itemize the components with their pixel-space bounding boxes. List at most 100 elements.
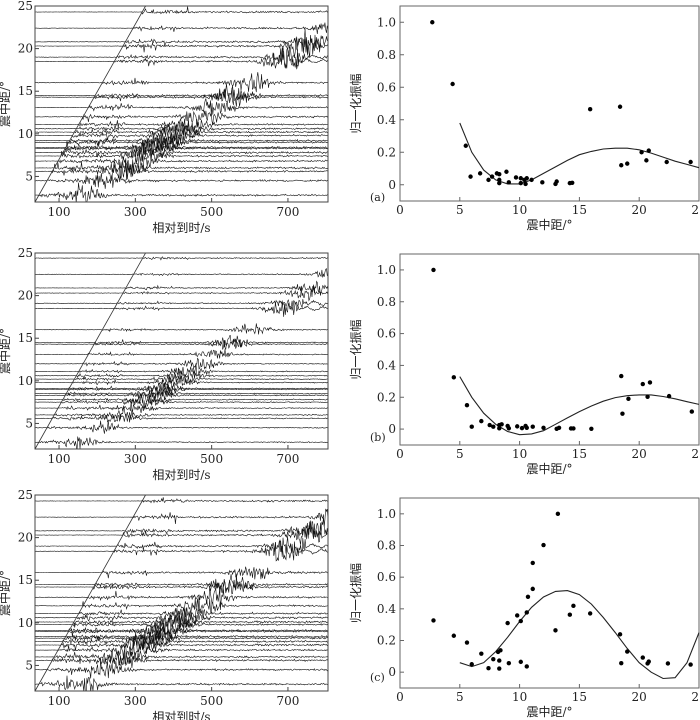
data-point xyxy=(626,396,631,402)
waveform-trace xyxy=(35,158,328,181)
data-point xyxy=(479,651,484,656)
waveform-trace xyxy=(35,573,328,594)
waveform-trace xyxy=(35,126,328,148)
data-point xyxy=(617,632,623,637)
waveform-trace xyxy=(35,607,328,625)
waveform-trace xyxy=(35,540,328,562)
data-point xyxy=(464,640,470,645)
data-point xyxy=(497,180,502,186)
waveform-trace xyxy=(35,280,328,296)
waveform-trace xyxy=(35,594,328,615)
data-point xyxy=(491,424,496,429)
waveform-trace xyxy=(35,28,328,58)
x-tick-label: 0 xyxy=(396,203,404,217)
waveform-trace xyxy=(35,121,328,136)
y-tick-label: 10 xyxy=(18,127,33,141)
y-tick-label: 15 xyxy=(18,84,33,98)
data-point xyxy=(431,618,436,623)
data-point xyxy=(464,403,470,408)
waveform-trace xyxy=(35,640,328,660)
x-tick-label: 700 xyxy=(276,694,299,708)
data-point xyxy=(647,380,653,385)
x-tick-label: 5 xyxy=(456,690,464,704)
data-point xyxy=(469,424,474,429)
waveform-trace xyxy=(35,268,328,278)
record-section-a xyxy=(34,5,329,203)
data-point xyxy=(506,426,512,431)
data-point xyxy=(619,660,624,666)
data-point xyxy=(688,662,693,667)
data-point xyxy=(620,411,625,416)
caption-c: (c) xyxy=(370,671,385,684)
waveform-trace xyxy=(35,586,328,611)
data-point xyxy=(589,426,594,431)
y-tick-label: 10 xyxy=(18,616,33,630)
data-point xyxy=(553,628,558,633)
waveform-trace xyxy=(35,363,328,377)
x-tick-label: 10 xyxy=(512,203,527,217)
waveform-trace xyxy=(35,143,328,162)
waveform-trace xyxy=(35,637,328,653)
y-axis-label: 归一化振幅 xyxy=(348,563,363,623)
data-point xyxy=(646,148,651,153)
data-point xyxy=(469,662,474,667)
waveform-trace xyxy=(35,22,328,35)
p-arrival-line xyxy=(34,494,146,692)
x-tick-label: 20 xyxy=(632,203,647,217)
data-point xyxy=(497,426,502,431)
y-tick-label: 0.6 xyxy=(377,80,396,94)
waveform-trace xyxy=(35,117,328,134)
data-point xyxy=(644,158,649,163)
waveform-trace xyxy=(35,161,328,181)
data-point xyxy=(541,425,546,431)
data-point xyxy=(646,659,651,664)
caption-b: (b) xyxy=(370,431,386,444)
waveform-trace xyxy=(35,389,328,402)
waveform-trace xyxy=(35,648,328,669)
data-point xyxy=(479,418,484,424)
x-tick-label: 100 xyxy=(48,694,71,708)
data-point xyxy=(571,426,576,431)
x-tick-label: 25 xyxy=(691,203,700,217)
data-point xyxy=(530,424,535,429)
waveform-trace xyxy=(35,376,328,389)
y-axis-label: 震中距/° xyxy=(0,81,12,127)
data-point xyxy=(477,171,483,176)
data-point xyxy=(450,81,455,87)
x-tick-label: 5 xyxy=(456,203,464,217)
y-tick-label: 15 xyxy=(18,573,33,587)
plot-frame xyxy=(34,494,329,692)
waveform-trace xyxy=(35,521,328,545)
y-tick-label: 5 xyxy=(25,169,33,183)
y-tick-label: 25 xyxy=(18,0,33,13)
data-point xyxy=(506,180,512,185)
data-point xyxy=(556,425,562,431)
x-tick-label: 300 xyxy=(124,694,147,708)
y-tick-label: 0.2 xyxy=(377,390,396,404)
scatter-plot-a xyxy=(399,5,700,202)
data-point xyxy=(486,666,491,671)
y-tick-label: 0.4 xyxy=(377,113,396,127)
data-point xyxy=(524,610,529,615)
caption-a: (a) xyxy=(370,191,385,204)
y-tick-label: 5 xyxy=(25,416,33,430)
waveform-trace xyxy=(35,349,328,359)
x-tick-label: 10 xyxy=(512,690,527,704)
data-point xyxy=(665,661,671,666)
data-point xyxy=(518,180,523,186)
x-tick-label: 500 xyxy=(200,205,223,219)
data-point xyxy=(570,180,575,185)
x-tick-label: 500 xyxy=(200,452,223,466)
y-tick-label: 1.0 xyxy=(377,507,396,521)
y-tick-label: 0 xyxy=(388,665,396,679)
data-point xyxy=(468,174,473,179)
waveform-trace xyxy=(35,497,328,504)
plot-frame xyxy=(399,253,700,446)
data-point xyxy=(451,633,457,638)
x-axis-label: 相对到时/s xyxy=(152,710,210,720)
fit-curve xyxy=(459,590,700,680)
data-point xyxy=(640,381,645,387)
fit-curve xyxy=(459,376,700,436)
y-tick-label: 20 xyxy=(18,42,33,56)
waveform-trace xyxy=(35,323,328,335)
